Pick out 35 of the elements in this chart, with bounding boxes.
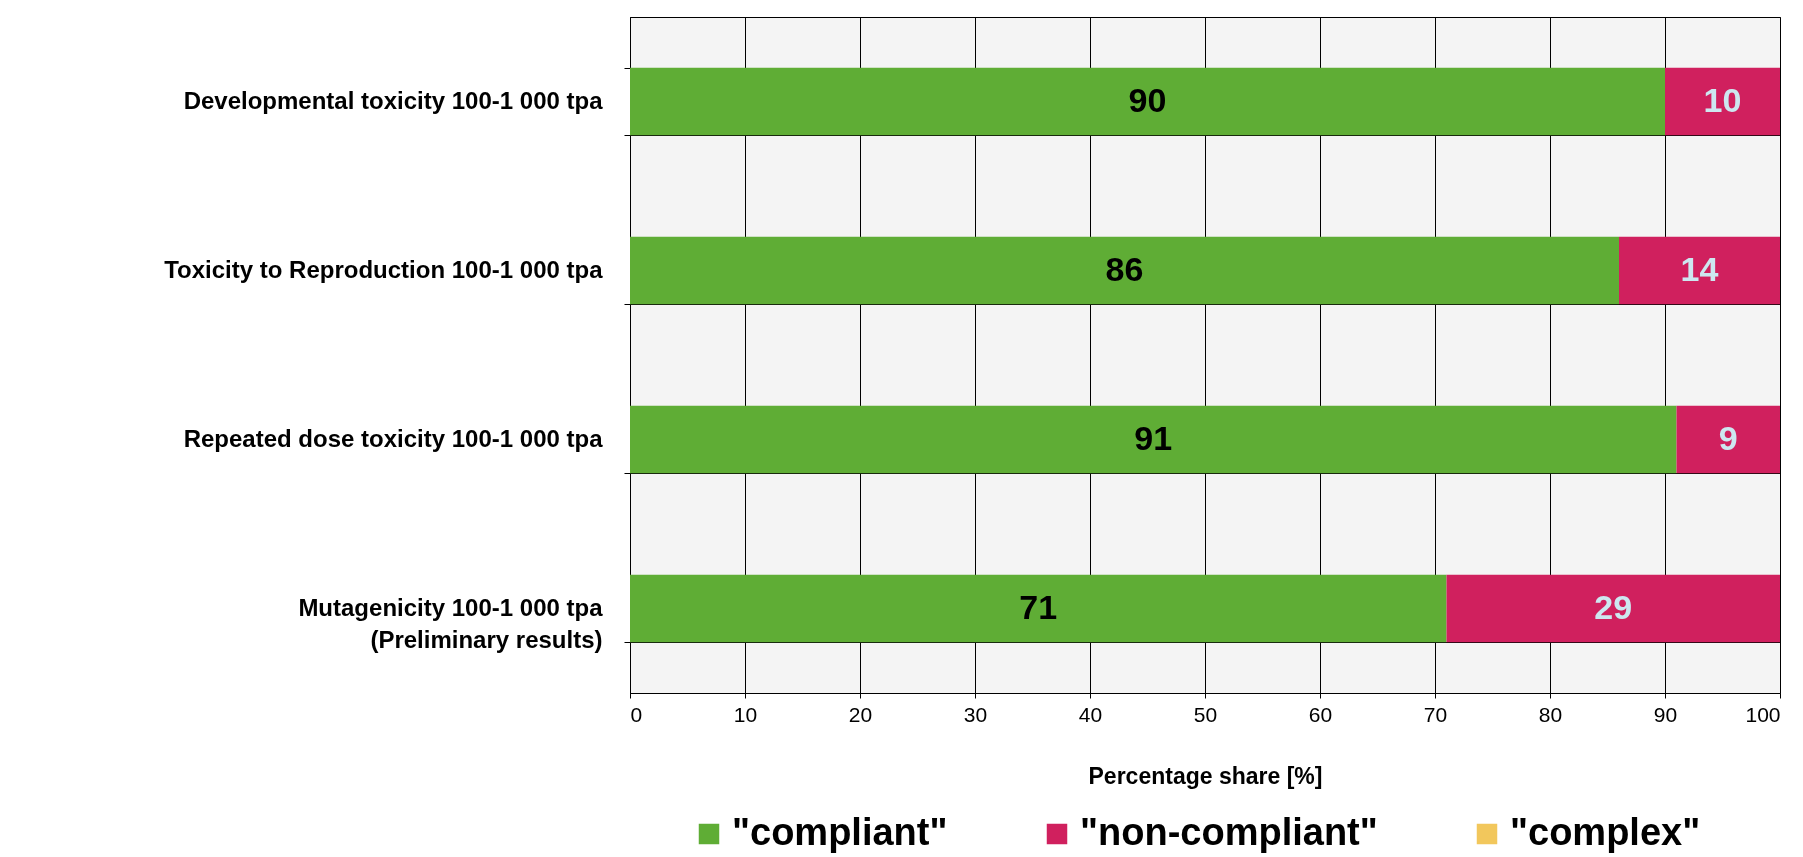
x-tick-label: 90 <box>1653 702 1678 726</box>
bar <box>1619 236 1780 305</box>
legend-label: "compliant" <box>732 811 948 853</box>
x-tick-label: 60 <box>1308 702 1333 726</box>
legend-label: "complex" <box>1510 811 1701 853</box>
y-tick-label: Repeated dose toxicity 100-1 000 tpa <box>183 425 604 452</box>
bar <box>1446 574 1780 643</box>
x-tick-label: 70 <box>1423 702 1448 726</box>
y-tick-label: Mutagenicity 100-1 000 tpa (Preliminary results) <box>298 594 604 653</box>
x-axis-title: Percentage share [%] <box>1088 762 1323 789</box>
data-label: 71 <box>1019 587 1058 626</box>
legend-label: "non-compliant" <box>1080 811 1378 853</box>
x-tick-label: 100 <box>1745 702 1781 726</box>
y-tick-label: Developmental toxicity 100-1 000 tpa <box>183 87 604 114</box>
bar <box>1676 405 1780 474</box>
x-tick-label: 50 <box>1193 702 1218 726</box>
bar <box>630 67 1665 136</box>
data-label: 90 <box>1128 80 1167 119</box>
data-label: 91 <box>1134 418 1173 457</box>
x-tick-label: 0 <box>630 702 643 726</box>
bar <box>630 236 1619 305</box>
x-tick-label: 20 <box>848 702 873 726</box>
x-tick-label: 40 <box>1078 702 1103 726</box>
y-tick-label: Toxicity to Reproduction 100-1 000 tpa <box>164 256 604 283</box>
data-label: 86 <box>1105 249 1144 288</box>
bar <box>630 574 1447 643</box>
x-tick-label: 10 <box>733 702 758 726</box>
data-label: 29 <box>1594 587 1633 626</box>
bar <box>630 405 1677 474</box>
bar <box>1665 67 1780 136</box>
x-tick-label: 80 <box>1538 702 1563 726</box>
data-label: 10 <box>1703 80 1742 119</box>
x-tick-label: 30 <box>963 702 988 726</box>
data-label: 14 <box>1680 249 1719 288</box>
data-label: 9 <box>1718 418 1738 457</box>
